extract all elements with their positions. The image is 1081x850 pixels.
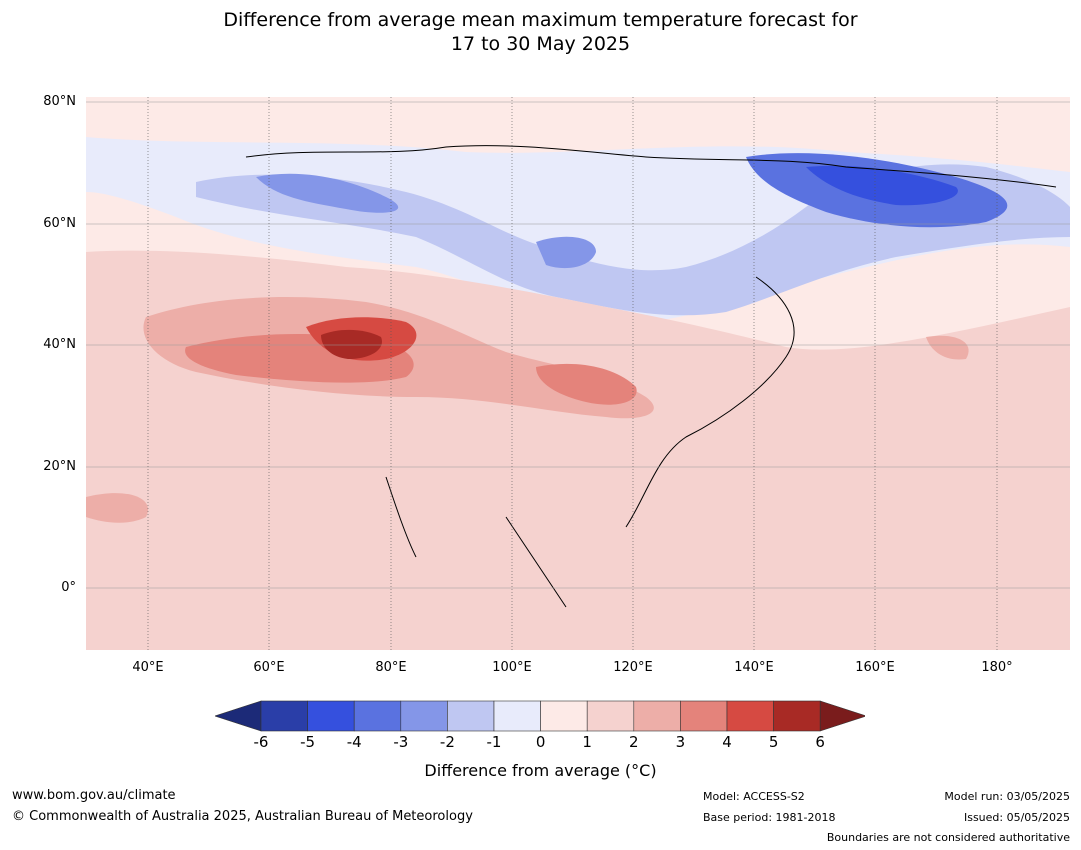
footer-issued: Issued: 05/05/2025	[963, 811, 1070, 824]
footer-boundaries-note: Boundaries are not considered authoritat…	[826, 831, 1070, 844]
anomaly-region-warm-6	[321, 329, 382, 359]
title-line-1: Difference from average mean maximum tem…	[223, 9, 858, 31]
lat-label-0: 0°	[61, 580, 76, 595]
lon-label-40e: 40°E	[132, 660, 164, 675]
colorbar-tick-label: -1	[486, 733, 502, 751]
title-line-2: 17 to 30 May 2025	[450, 33, 631, 55]
footer-model: Model: ACCESS-S2	[703, 790, 805, 803]
coastline	[245, 145, 1057, 608]
map-canvas	[86, 97, 1070, 650]
colorbar-segment	[586, 700, 635, 732]
footer-base-period: Base period: 1981-2018	[703, 811, 836, 824]
anomaly-region-cold-3	[256, 173, 399, 213]
colorbar-tick-label: 0	[535, 733, 546, 751]
colorbar-tick-label: -6	[253, 733, 269, 751]
footer-model-run: Model run: 03/05/2025	[944, 790, 1070, 803]
colorbar-segment	[633, 700, 681, 732]
colorbar-segment	[726, 700, 774, 732]
graticule	[86, 101, 1070, 589]
lon-label-140e: 140°E	[734, 660, 774, 675]
colorbar-segment	[307, 700, 355, 732]
lat-label-20n: 20°N	[43, 459, 76, 474]
colorbar-segment	[680, 700, 728, 732]
lat-label-60n: 60°N	[43, 216, 76, 231]
lon-label-100e: 100°E	[492, 660, 532, 675]
meridians	[147, 97, 998, 650]
anomaly-region-warm-4	[536, 363, 637, 405]
lon-label-120e: 120°E	[613, 660, 653, 675]
colorbar-segment	[353, 700, 402, 732]
colorbar-tick-label: 3	[675, 733, 686, 751]
forecast-map	[86, 97, 1070, 650]
colorbar-segment	[400, 700, 448, 732]
lon-label-80e: 80°E	[375, 660, 407, 675]
colorbar-under-extension	[215, 700, 262, 732]
lat-label-40n: 40°N	[43, 337, 76, 352]
colorbar-segment	[540, 700, 588, 732]
colorbar-segment	[260, 700, 308, 732]
anomaly-region-warm-8	[926, 335, 969, 360]
lon-label-180: 180°	[981, 660, 1013, 675]
chart-title: Difference from average mean maximum tem…	[0, 8, 1081, 56]
colorbar-label: Difference from average (°C)	[424, 761, 657, 780]
colorbar-tick-label: -5	[300, 733, 316, 751]
colorbar-tick-label: 6	[815, 733, 825, 751]
footer-copyright: © Commonwealth of Australia 2025, Austra…	[12, 809, 473, 824]
footer-website: www.bom.gov.au/climate	[12, 788, 176, 803]
colorbar	[215, 700, 865, 732]
colorbar-tick-label: -3	[393, 733, 409, 751]
lat-label-80n: 80°N	[43, 94, 76, 109]
colorbar-tick-label: -4	[346, 733, 362, 751]
colorbar-segment	[493, 700, 541, 732]
lon-label-160e: 160°E	[855, 660, 895, 675]
colorbar-tick-label: -2	[439, 733, 455, 751]
colorbar-tick-label: 2	[629, 733, 639, 751]
colorbar-segment	[773, 700, 821, 732]
anomaly-region-cold-6	[536, 236, 596, 269]
colorbar-tick-label: 5	[768, 733, 779, 751]
colorbar-segment	[447, 700, 495, 732]
lon-label-60e: 60°E	[253, 660, 285, 675]
anomaly-region-warm-7	[86, 493, 148, 523]
colorbar-over-extension	[819, 700, 865, 732]
colorbar-tick-label: 4	[722, 733, 732, 751]
anomaly-region-cold-5	[806, 165, 958, 206]
colorbar-tick-label: 1	[582, 733, 592, 751]
